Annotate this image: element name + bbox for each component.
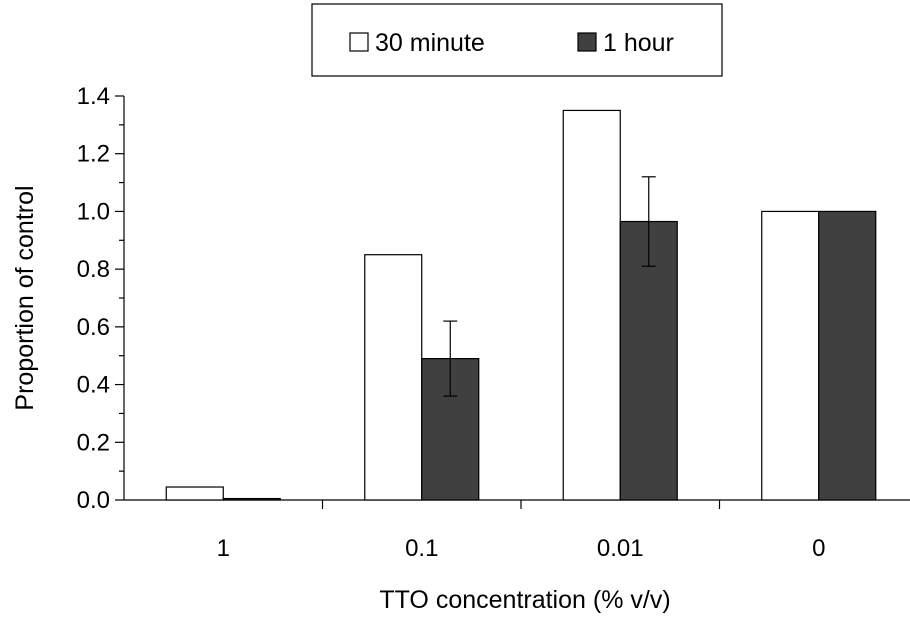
legend-swatch-30-minute xyxy=(349,32,369,52)
bar-1-hour-1 xyxy=(222,497,281,501)
bar-30-minute-0.1 xyxy=(364,254,423,501)
y-tick-label: 1.2 xyxy=(77,141,110,168)
bar-30-minute-0.01 xyxy=(562,109,621,501)
y-tick-label: 0.6 xyxy=(77,314,110,341)
x-tick-label: 1 xyxy=(217,535,230,562)
x-axis-title: TTO concentration (% v/v) xyxy=(379,586,670,614)
x-tick-label: 0.1 xyxy=(405,535,438,562)
y-tick-label: 0.2 xyxy=(77,429,110,456)
y-axis-title: Proportion of control xyxy=(11,185,39,410)
legend: 30 minute 1 hour xyxy=(311,3,723,77)
y-axis-ticks: 0.0 0.2 0.4 0.6 0.8 1.0 1.2 1.4 xyxy=(77,83,124,514)
y-tick-label: 1.0 xyxy=(77,198,110,225)
bar-1-hour-0 xyxy=(818,210,877,501)
x-tick-label: 0.01 xyxy=(597,535,644,562)
y-tick-label: 0.8 xyxy=(77,256,110,283)
bar-1-hour-0.01 xyxy=(619,220,678,501)
y-tick-label: 0.0 xyxy=(77,487,110,514)
bar-30-minute-0 xyxy=(761,210,820,501)
legend-box xyxy=(311,3,723,77)
bar-30-minute-1 xyxy=(165,486,224,501)
error-bars xyxy=(443,176,656,397)
x-tick-label: 0 xyxy=(812,535,825,562)
y-tick-label: 0.4 xyxy=(77,372,110,399)
y-tick-label: 1.4 xyxy=(77,83,110,110)
legend-label-30-minute: 30 minute xyxy=(375,29,485,57)
legend-swatch-1-hour xyxy=(577,32,597,52)
x-axis-ticks: 1 0.1 0.01 0 xyxy=(217,500,825,562)
legend-label-1-hour: 1 hour xyxy=(603,29,674,57)
bars xyxy=(165,109,877,501)
